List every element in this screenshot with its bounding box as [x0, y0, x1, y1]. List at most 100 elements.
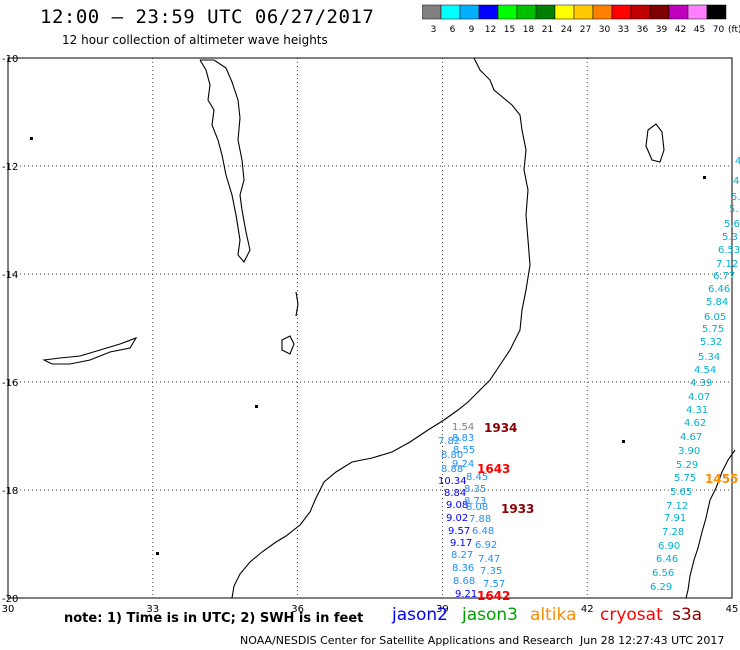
swh-value-west: 7.82 [438, 436, 460, 447]
swh-value-east: 5.75 [702, 324, 724, 335]
swh-value-west: 7.35 [480, 566, 502, 577]
lon-tick-label: 42 [581, 604, 594, 615]
legend-label: 45 [694, 25, 705, 35]
swh-value-east: 4.62 [684, 418, 706, 429]
lat-tick-label: -18 [2, 486, 18, 497]
pass-time-label: 1642 [477, 589, 510, 603]
swh-value-west: 8.80 [441, 450, 463, 461]
swh-value-east: 5.29 [676, 460, 698, 471]
swh-value-east: 5. [731, 192, 740, 203]
swh-value-west: 9.17 [450, 538, 472, 549]
satellite-label: cryosat [600, 605, 663, 625]
swh-value-east: 5. [729, 204, 739, 215]
swh-value-west: 8.68 [453, 576, 475, 587]
generation-timestamp: Jun 28 12:27:43 UTC 2017 [580, 634, 725, 647]
swh-value-west: 8.45 [466, 472, 488, 483]
swh-value-west: 6.92 [475, 540, 497, 551]
lake-malawi-outline [199, 59, 251, 263]
coastline-segment [645, 123, 665, 163]
satellite-label: jason3 [462, 605, 518, 625]
swh-value-east: 6.46 [708, 284, 730, 295]
map-frame [7, 57, 733, 599]
small-island [622, 440, 625, 443]
legend-label: 15 [504, 25, 515, 35]
swh-value-east: 3.90 [678, 446, 700, 457]
legend-label: 12 [485, 25, 496, 35]
swh-value-east: 4.54 [694, 365, 716, 376]
swh-value-east: 5.6 [724, 219, 740, 230]
legend-label: 36 [637, 25, 649, 35]
lon-tick-label: 30 [2, 604, 15, 615]
swh-value-east: 7.12 [666, 501, 688, 512]
swh-value-west: 8.84 [444, 488, 466, 499]
coastline-segment [685, 449, 736, 599]
swh-value-west: 9.24 [452, 459, 474, 470]
lat-tick-label: -16 [2, 378, 18, 389]
swh-value-west: 9.57 [448, 526, 470, 537]
lon-tick-label: 36 [291, 604, 304, 615]
swh-value-west: 10.34 [438, 476, 467, 487]
credit-text: NOAA/NESDIS Center for Satellite Applica… [240, 634, 574, 647]
legend-label: 6 [450, 25, 456, 35]
swh-value-east: 4.39 [690, 378, 712, 389]
legend-label: 21 [542, 25, 553, 35]
small-island [255, 405, 258, 408]
lat-tick-label: -20 [2, 594, 18, 605]
swh-value-east: 5.75 [674, 473, 696, 484]
swh-value-west: 1.54 [452, 422, 474, 433]
swh-value-east: 6.29 [650, 582, 672, 593]
swh-value-east: 7.12 [716, 259, 738, 270]
swh-value-east: 5.3 [722, 232, 738, 243]
legend-label: 18 [523, 25, 535, 35]
satellite-label: s3a [672, 605, 703, 625]
swh-value-west: 8.35 [464, 484, 486, 495]
swh-value-west: 8.27 [451, 550, 473, 561]
map-title: 12:00 – 23:59 UTC 06/27/2017 [40, 6, 375, 28]
footer-note: note: 1) Time is in UTC; 2) SWH is in fe… [64, 611, 364, 626]
swh-value-east: 5.34 [698, 352, 720, 363]
swh-value-east: 4.07 [688, 392, 710, 403]
legend-label: 39 [656, 25, 668, 35]
legend-label: 30 [599, 25, 611, 35]
pass-time-label: 1643 [477, 462, 510, 476]
satellite-label: jason2 [392, 605, 448, 625]
swh-value-east: 6.46 [656, 554, 678, 565]
legend-label: 42 [675, 25, 686, 35]
swh-value-east: 6.56 [652, 568, 674, 579]
pass-time-label: 1934 [484, 421, 517, 435]
map-subtitle: 12 hour collection of altimeter wave hei… [62, 33, 328, 47]
swh-value-west: 9.08 [446, 500, 468, 511]
legend-unit: (ft) [728, 25, 740, 35]
swh-value-east: 4. [735, 156, 740, 167]
swh-value-east: 5.84 [706, 297, 728, 308]
swh-value-west: 9.21 [455, 589, 477, 600]
swh-value-west: 8.83 [452, 433, 474, 444]
legend-label: 3 [431, 25, 437, 35]
swh-value-west: 7.88 [469, 514, 491, 525]
swh-value-east: 6.90 [658, 541, 680, 552]
swh-value-west: 8.55 [453, 445, 475, 456]
swh-value-east: 4.67 [680, 432, 702, 443]
swh-value-east: 6.77 [713, 271, 735, 282]
swh-value-east: 5.65 [670, 487, 692, 498]
legend-label: 27 [580, 25, 591, 35]
pass-time-label: 1933 [501, 502, 534, 516]
legend-swatch [706, 4, 727, 20]
swh-value-west: 6.48 [472, 526, 494, 537]
small-island [156, 552, 159, 555]
satellite-label: altika [530, 605, 577, 625]
legend-label: 70 [713, 25, 725, 35]
swh-value-east: 5.32 [700, 337, 722, 348]
swh-value-west: 8.08 [466, 502, 488, 513]
lat-tick-label: -14 [2, 270, 18, 281]
lon-tick-label: 33 [146, 604, 159, 615]
coastline-segment [281, 335, 295, 355]
swh-value-east: 4.31 [686, 405, 708, 416]
swh-value-west: 8.88 [441, 464, 463, 475]
lat-tick-label: -12 [2, 162, 18, 173]
lon-tick-label: 39 [436, 604, 449, 615]
swh-value-east: 4. [733, 176, 740, 187]
swh-value-east: 7.91 [664, 513, 686, 524]
